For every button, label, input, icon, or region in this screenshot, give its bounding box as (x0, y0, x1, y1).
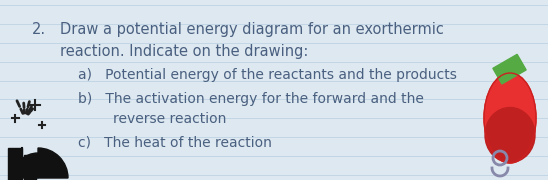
Wedge shape (38, 148, 68, 178)
Wedge shape (13, 153, 38, 178)
Text: c)   The heat of the reaction: c) The heat of the reaction (78, 135, 272, 149)
Text: 2.: 2. (32, 22, 46, 37)
Text: b)   The activation energy for the forward and the: b) The activation energy for the forward… (78, 92, 424, 106)
Ellipse shape (484, 73, 536, 163)
Ellipse shape (485, 107, 535, 163)
Bar (493, 54, 526, 84)
Text: reaction. Indicate on the drawing:: reaction. Indicate on the drawing: (60, 44, 309, 59)
Text: Draw a potential energy diagram for an exorthermic: Draw a potential energy diagram for an e… (60, 22, 444, 37)
Bar (24, 155, 36, 180)
Text: reverse reaction: reverse reaction (78, 112, 226, 126)
Bar (8, 148, 22, 180)
Text: a)   Potential energy of the reactants and the products: a) Potential energy of the reactants and… (78, 68, 457, 82)
